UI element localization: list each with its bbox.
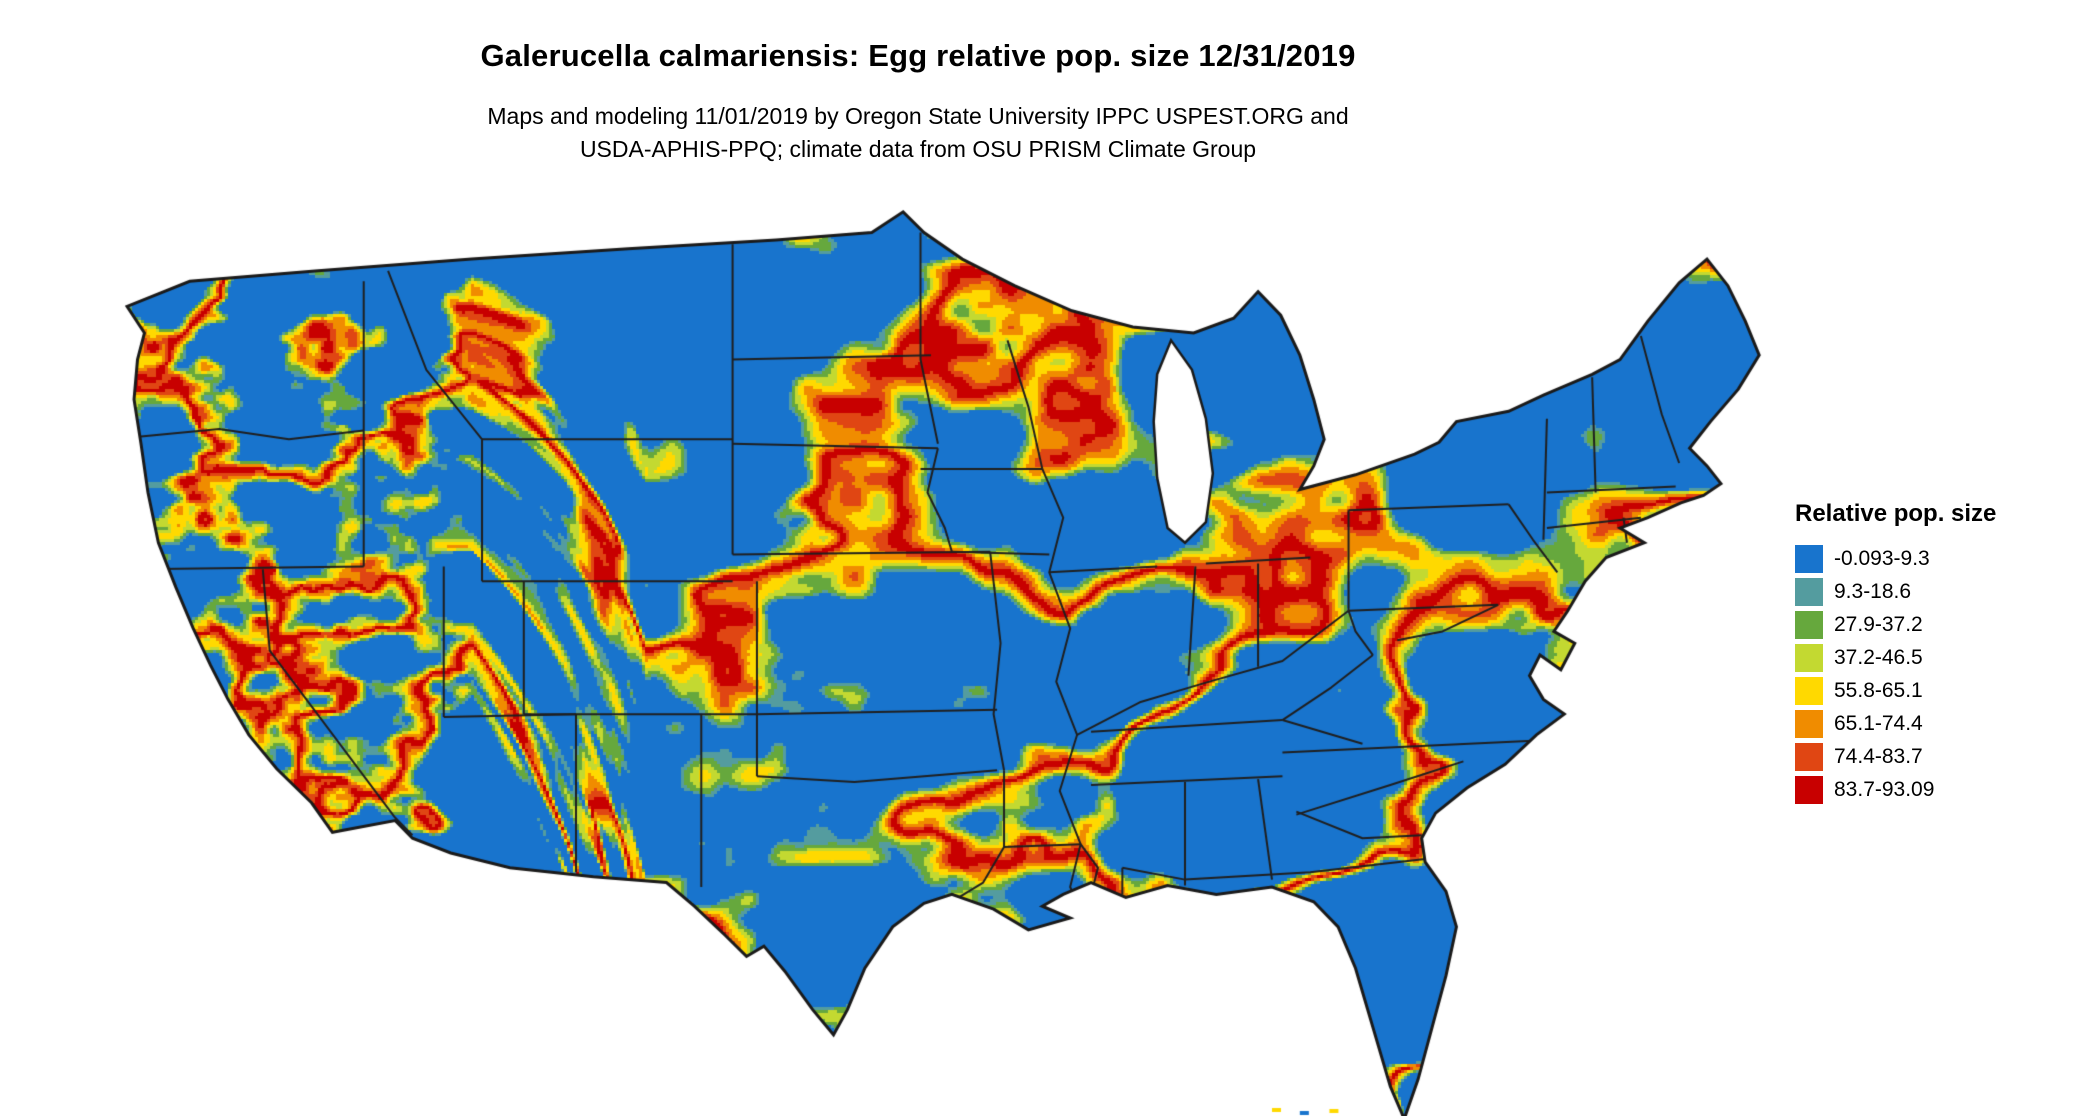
legend-label: 55.8-65.1 [1834, 678, 1923, 702]
legend-item: 37.2-46.5 [1795, 641, 2095, 674]
legend-swatch [1795, 775, 1823, 804]
map [54, 200, 1794, 1116]
legend-swatch [1795, 709, 1823, 738]
legend-title: Relative pop. size [1795, 500, 1997, 527]
legend-item: 83.7-93.09 [1795, 773, 2095, 806]
legend-label: 65.1-74.4 [1834, 711, 1923, 735]
subtitle-line-1: Maps and modeling 11/01/2019 by Oregon S… [487, 103, 1349, 129]
legend-label: 9.3-18.6 [1834, 579, 1912, 603]
legend-items: -0.093-9.3 9.3-18.6 27.9-37.2 37.2-46.5 55.8… [1795, 542, 2095, 806]
us-map-canvas [54, 200, 1794, 1116]
legend-label: 27.9-37.2 [1834, 612, 1923, 636]
legend-label: 74.4-83.7 [1834, 744, 1923, 768]
legend-label: -0.093-9.3 [1834, 546, 1930, 570]
legend-item: 55.8-65.1 [1795, 674, 2095, 707]
page-title: Galerucella calmariensis: Egg relative p… [480, 38, 1356, 73]
legend-item: 74.4-83.7 [1795, 740, 2095, 773]
legend: Relative pop. size -0.093-9.3 9.3-18.6 27.… [1795, 500, 2095, 806]
legend-swatch [1795, 544, 1823, 573]
legend-swatch [1795, 742, 1823, 771]
legend-swatch [1795, 610, 1823, 639]
legend-item: 65.1-74.4 [1795, 707, 2095, 740]
legend-item: 9.3-18.6 [1795, 575, 2095, 608]
subtitle-line-2: USDA-APHIS-PPQ; climate data from OSU PR… [579, 136, 1257, 163]
legend-label: 83.7-93.09 [1834, 777, 1935, 801]
legend-swatch [1795, 643, 1823, 672]
header: Galerucella calmariensis: Egg relative p… [0, 0, 1836, 167]
legend-swatch [1795, 676, 1823, 705]
legend-item: 27.9-37.2 [1795, 608, 2095, 641]
legend-label: 37.2-46.5 [1834, 645, 1923, 669]
subtitle: Maps and modeling 11/01/2019 by Oregon S… [0, 100, 1836, 167]
legend-swatch [1795, 577, 1823, 606]
legend-item: -0.093-9.3 [1795, 542, 2095, 575]
